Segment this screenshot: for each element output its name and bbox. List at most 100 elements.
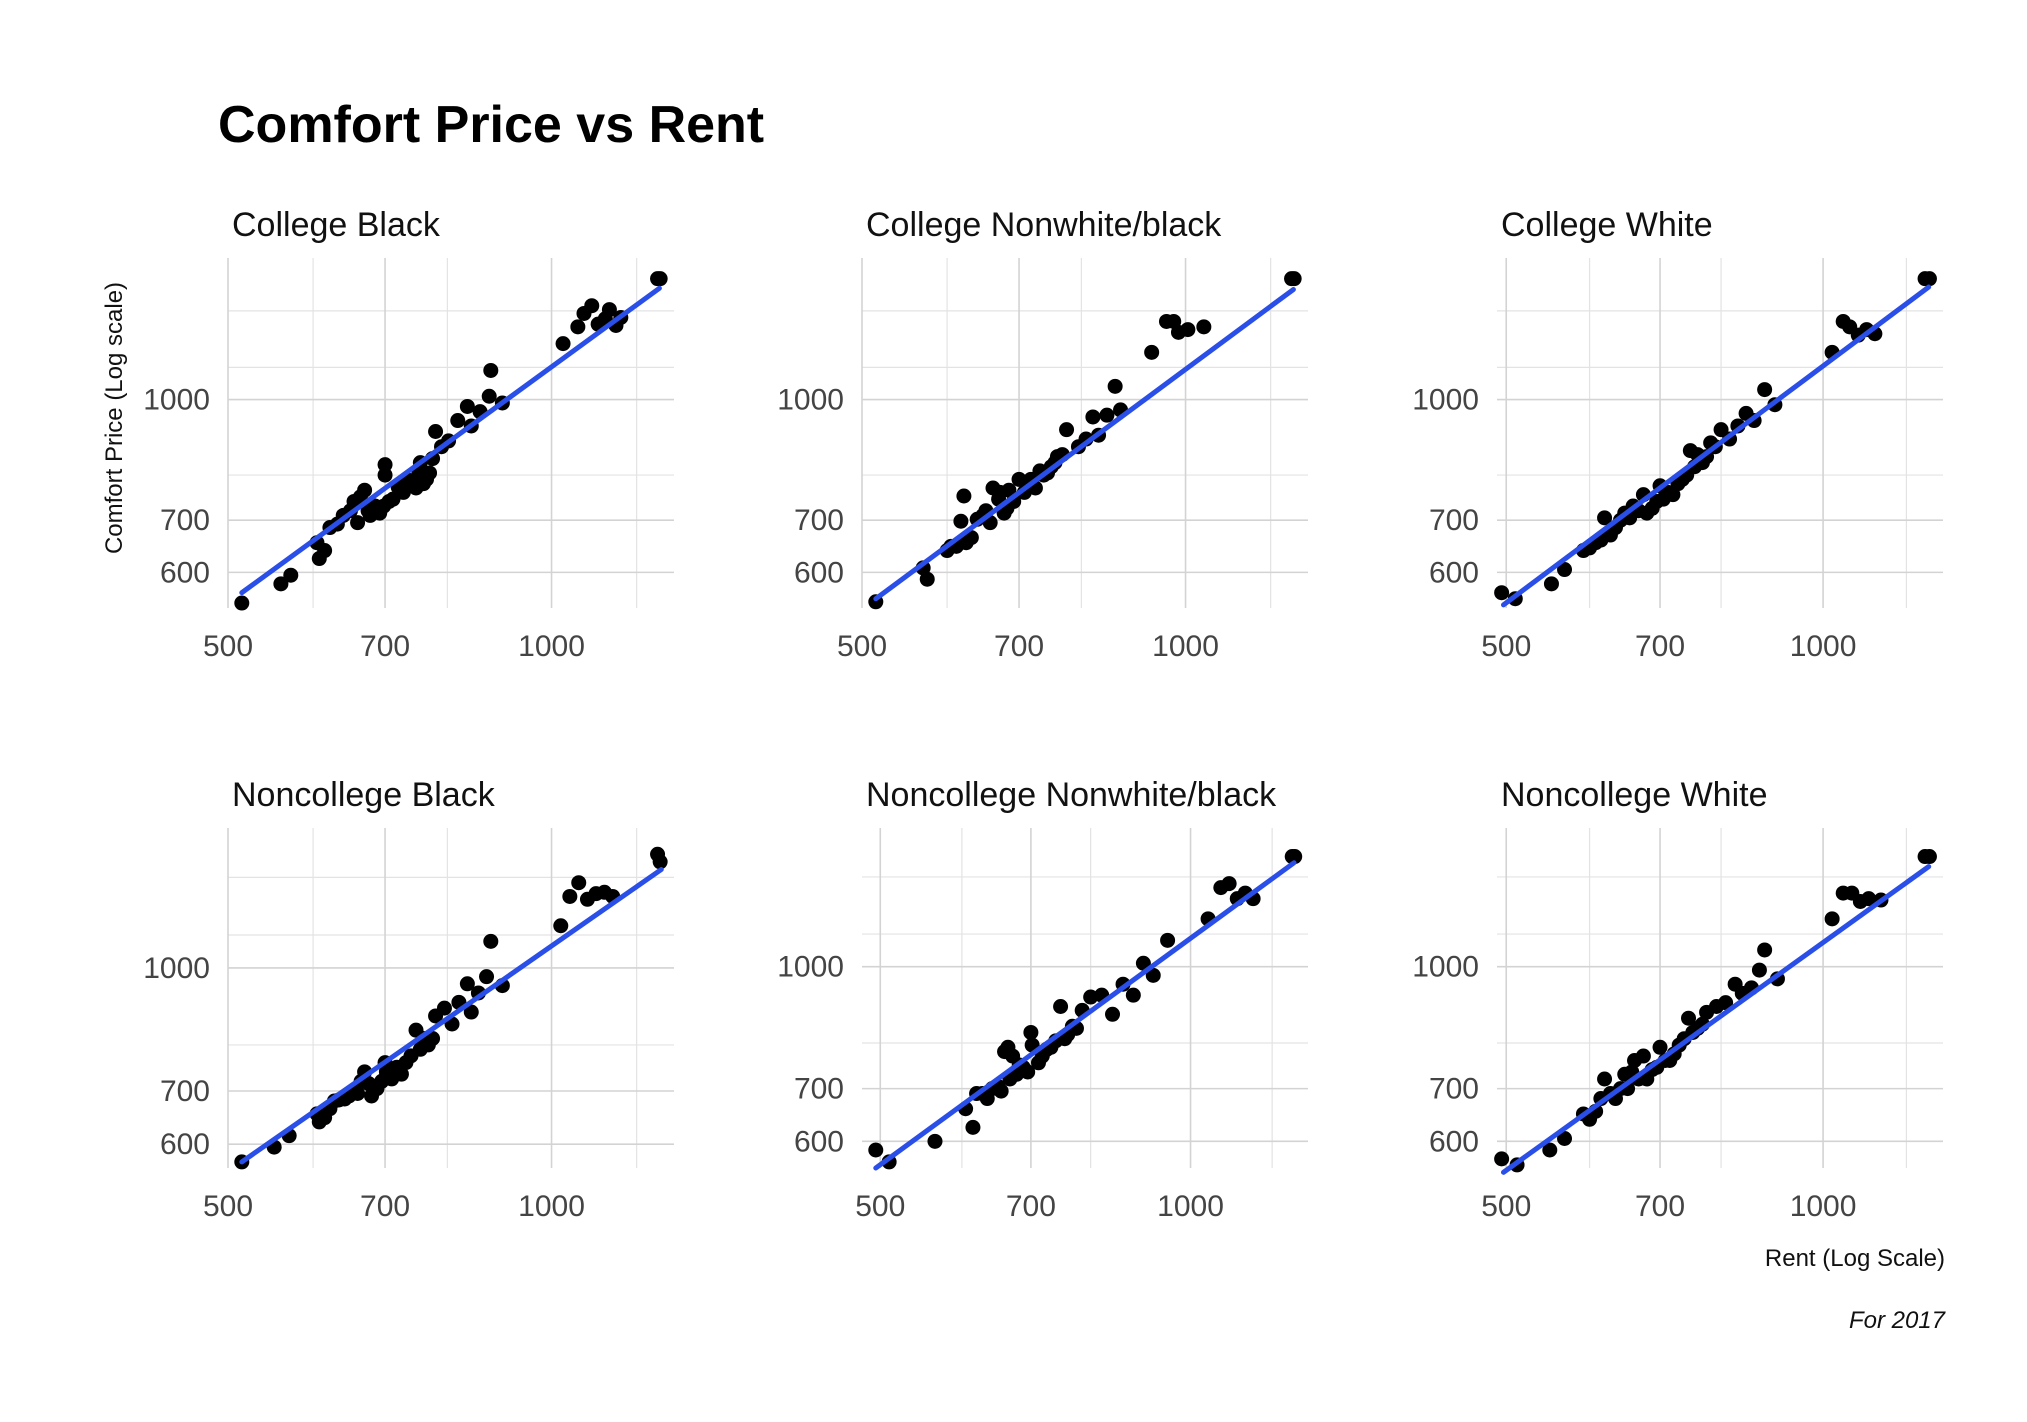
data-point — [393, 1066, 409, 1082]
data-point — [479, 969, 495, 985]
data-point — [584, 298, 600, 314]
data-point — [481, 388, 497, 404]
fit-line — [239, 285, 662, 596]
x-tick-label: 1000 — [1790, 630, 1857, 663]
data-point — [450, 413, 466, 429]
y-tick-label: 700 — [1429, 1073, 1479, 1106]
data-point — [1542, 1142, 1558, 1158]
data-point — [459, 398, 475, 414]
data-point — [1105, 1006, 1121, 1022]
y-tick-label: 700 — [1429, 504, 1479, 537]
data-point — [459, 976, 475, 992]
data-point — [1196, 319, 1212, 335]
data-point — [1160, 932, 1176, 948]
panel-title: College White — [1501, 206, 1713, 244]
data-point — [555, 336, 571, 352]
data-point — [1494, 585, 1510, 601]
x-tick-label: 700 — [1006, 1190, 1056, 1223]
y-tick-label: 1000 — [777, 384, 844, 417]
x-tick-label: 700 — [1635, 630, 1685, 663]
y-tick-label: 1000 — [1412, 951, 1479, 984]
y-tick-label: 1000 — [143, 384, 210, 417]
x-tick-label: 700 — [1635, 1190, 1685, 1223]
data-point — [1053, 999, 1069, 1015]
y-tick-label: 600 — [794, 1125, 844, 1158]
data-point — [1861, 891, 1877, 907]
data-point — [1286, 271, 1302, 287]
facet-panel: Noncollege White 500 700 1000 600 700 1000 — [1412, 776, 1943, 1223]
data-point — [868, 1142, 884, 1158]
data-point — [425, 1031, 441, 1047]
panel-title: Noncollege White — [1501, 776, 1767, 814]
fit-line — [873, 286, 1296, 602]
y-axis-title: Comfort Price (Log scale) — [101, 282, 128, 554]
data-point — [436, 1000, 452, 1016]
x-tick-label: 1000 — [1157, 1190, 1224, 1223]
facet-panel: College Black 500 700 1000 600 700 1000 — [143, 206, 674, 663]
data-point — [1543, 576, 1559, 592]
fit-line — [239, 867, 664, 1165]
y-tick-label: 700 — [794, 1073, 844, 1106]
data-point — [463, 1004, 479, 1020]
data-point — [422, 465, 438, 481]
data-point — [1287, 849, 1303, 865]
data-point — [1718, 995, 1734, 1011]
x-tick-label: 1000 — [1152, 630, 1219, 663]
data-point — [965, 1119, 981, 1135]
x-tick-label: 500 — [837, 630, 887, 663]
x-axis-title: Rent (Log Scale) — [1765, 1245, 1945, 1272]
data-point — [1125, 987, 1141, 1003]
data-point — [1107, 378, 1123, 394]
fit-line — [1500, 864, 1932, 1175]
facet-panel: College White 500 700 1000 600 700 1000 — [1412, 206, 1943, 663]
x-tick-label: 700 — [360, 1190, 410, 1223]
data-point — [234, 595, 250, 611]
data-point — [1085, 409, 1101, 425]
data-point — [273, 576, 289, 592]
x-tick-label: 1000 — [518, 630, 585, 663]
data-point — [652, 854, 668, 870]
data-point — [350, 515, 366, 531]
x-tick-label: 500 — [855, 1190, 905, 1223]
data-point — [652, 271, 668, 287]
panel-title: Noncollege Black — [232, 776, 496, 814]
fit-line — [1500, 284, 1932, 608]
chart-caption: For 2017 — [1849, 1307, 1947, 1334]
y-tick-label: 600 — [160, 556, 210, 589]
data-point — [483, 933, 499, 949]
y-tick-label: 1000 — [143, 952, 210, 985]
data-point — [1180, 322, 1196, 338]
data-point — [283, 567, 299, 583]
y-tick-label: 600 — [1429, 1125, 1479, 1158]
y-tick-label: 1000 — [1412, 384, 1479, 417]
data-point — [1557, 562, 1573, 578]
data-point — [927, 1133, 943, 1149]
data-point — [1597, 1071, 1613, 1087]
fit-line — [873, 860, 1297, 1171]
panel-title: Noncollege Nonwhite/black — [866, 776, 1277, 814]
data-point — [1144, 344, 1160, 360]
data-point — [428, 424, 444, 440]
y-tick-label: 700 — [160, 1075, 210, 1108]
data-point — [1221, 876, 1237, 892]
data-point — [1921, 849, 1937, 865]
data-point — [1494, 1151, 1510, 1167]
x-tick-label: 1000 — [518, 1190, 585, 1223]
y-tick-label: 600 — [160, 1128, 210, 1161]
data-point — [1557, 1131, 1573, 1147]
data-point — [1824, 911, 1840, 927]
data-point — [1083, 989, 1099, 1005]
y-tick-label: 600 — [1429, 556, 1479, 589]
data-point — [350, 1085, 366, 1101]
data-point — [1059, 422, 1075, 438]
data-point — [483, 362, 499, 378]
facet-panel: Noncollege Black 500 700 1000 600 700 1000 — [143, 776, 674, 1223]
data-point — [1023, 1024, 1039, 1040]
panel-title: College Nonwhite/black — [866, 206, 1222, 244]
data-point — [1751, 962, 1767, 978]
data-point — [1757, 382, 1773, 398]
data-point — [1099, 407, 1115, 423]
